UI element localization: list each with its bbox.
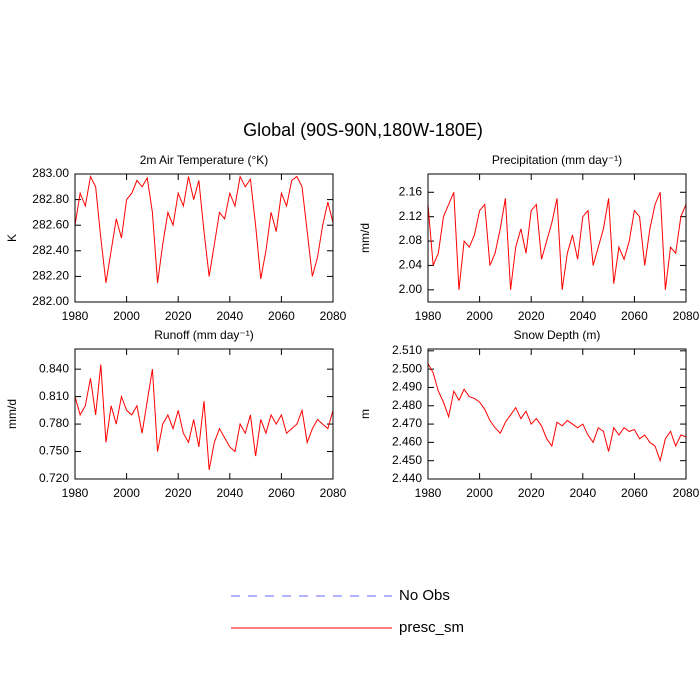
y-tick-label: 282.40 — [32, 243, 69, 257]
y-tick-label: 2.450 — [392, 453, 422, 467]
x-tick-label: 2060 — [621, 309, 648, 323]
x-tick-label: 2040 — [569, 486, 596, 500]
y-tick-label: 2.480 — [392, 398, 422, 412]
y-axis-label: K — [5, 234, 19, 242]
x-tick-label: 2040 — [569, 309, 596, 323]
plot-frame — [74, 348, 334, 480]
x-tick-label: 1980 — [415, 486, 442, 500]
y-tick-label: 0.780 — [39, 416, 69, 430]
x-tick-label: 1980 — [62, 486, 89, 500]
y-tick-label: 2.500 — [392, 361, 422, 375]
x-tick-label: 2060 — [621, 486, 648, 500]
y-tick-label: 282.20 — [32, 269, 69, 283]
x-tick-label: 2060 — [268, 486, 295, 500]
y-tick-label: 282.80 — [32, 192, 69, 206]
y-tick-label: 2.490 — [392, 380, 422, 394]
panel-title: Precipitation (mm day⁻¹) — [492, 153, 622, 167]
series-line — [427, 363, 687, 463]
x-tick-label: 2000 — [466, 309, 493, 323]
series-line — [74, 364, 334, 470]
x-tick-label: 2040 — [216, 309, 243, 323]
x-tick-label: 2000 — [113, 309, 140, 323]
panel-title: 2m Air Temperature (°K) — [140, 153, 269, 167]
y-axis-label: m — [358, 409, 372, 419]
x-tick-label: 2060 — [268, 309, 295, 323]
series-line — [74, 174, 334, 283]
x-tick-label: 2020 — [518, 309, 545, 323]
x-tick-label: 2040 — [216, 486, 243, 500]
y-tick-label: 2.510 — [392, 343, 422, 357]
x-tick-label: 2020 — [165, 486, 192, 500]
x-tick-label: 2080 — [320, 486, 347, 500]
y-tick-label: 2.04 — [399, 258, 423, 272]
y-tick-label: 283.00 — [32, 166, 69, 180]
y-tick-label: 2.440 — [392, 471, 422, 485]
y-tick-label: 0.720 — [39, 471, 69, 485]
plot-frame — [74, 173, 334, 303]
y-tick-label: 2.12 — [399, 209, 423, 223]
series-line — [427, 192, 687, 290]
x-tick-label: 2020 — [165, 309, 192, 323]
y-tick-label: 0.750 — [39, 444, 69, 458]
y-tick-label: 282.60 — [32, 217, 69, 231]
panel-title: Snow Depth (m) — [514, 328, 601, 342]
y-tick-label: 0.810 — [39, 389, 69, 403]
x-tick-label: 2080 — [673, 309, 700, 323]
y-axis-label: mm/d — [358, 223, 372, 253]
plot-frame — [427, 348, 687, 480]
x-tick-label: 2080 — [673, 486, 700, 500]
y-tick-label: 2.00 — [399, 282, 423, 296]
y-tick-label: 2.08 — [399, 233, 423, 247]
x-tick-label: 2020 — [518, 486, 545, 500]
chart-title: Global (90S-90N,180W-180E) — [243, 120, 483, 140]
x-tick-label: 1980 — [415, 309, 442, 323]
x-tick-label: 2000 — [466, 486, 493, 500]
y-tick-label: 2.460 — [392, 435, 422, 449]
y-tick-label: 0.840 — [39, 361, 69, 375]
x-tick-label: 1980 — [62, 309, 89, 323]
y-tick-label: 2.470 — [392, 416, 422, 430]
y-tick-label: 282.00 — [32, 294, 69, 308]
y-tick-label: 2.16 — [399, 184, 423, 198]
x-tick-label: 2000 — [113, 486, 140, 500]
y-axis-label: mm/d — [5, 399, 19, 429]
panel-title: Runoff (mm day⁻¹) — [154, 328, 253, 342]
plot-frame — [427, 173, 687, 303]
x-tick-label: 2080 — [320, 309, 347, 323]
legend-label: No Obs — [399, 587, 450, 604]
legend-label: presc_sm — [399, 619, 464, 636]
